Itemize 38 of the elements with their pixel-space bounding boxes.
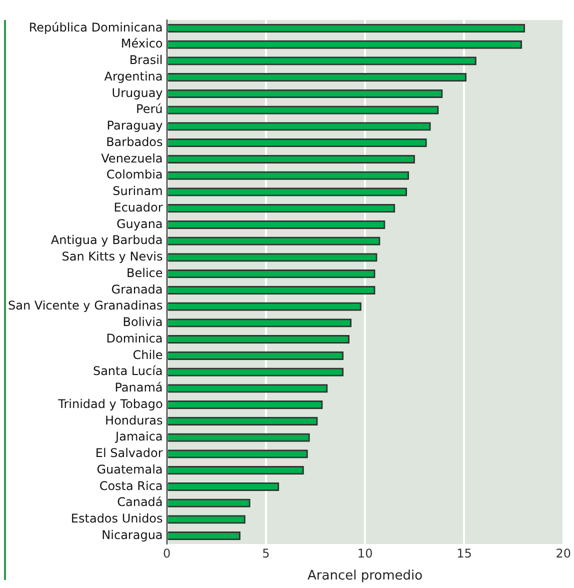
y-tick-label: Canadá bbox=[117, 495, 163, 510]
y-tick-label: Antigua y Barbuda bbox=[50, 233, 163, 248]
y-tick-label: San Kitts y Nevis bbox=[62, 250, 163, 264]
x-tick-label: 5 bbox=[262, 546, 270, 560]
y-tick-label: República Dominicana bbox=[28, 20, 163, 34]
y-tick-label: Nicaragua bbox=[102, 528, 163, 542]
y-tick-label: Panamá bbox=[114, 380, 163, 395]
y-tick-label: Granada bbox=[111, 282, 163, 296]
y-tick-label: Surinam bbox=[112, 184, 163, 198]
y-tick-label: El Salvador bbox=[95, 446, 163, 460]
y-tick-label: Colombia bbox=[106, 168, 163, 182]
y-tick-label: Costa Rica bbox=[99, 478, 163, 493]
y-tick-label: Bolivia bbox=[122, 315, 163, 330]
y-tick-label: Paraguay bbox=[106, 118, 163, 133]
y-tick-label: Santa Lucía bbox=[92, 364, 163, 378]
y-tick-label: Estados Unidos bbox=[70, 512, 163, 526]
x-tick-label: 20 bbox=[556, 546, 572, 560]
y-tick-label: Venezuela bbox=[101, 151, 163, 166]
y-tick-label: Trinidad y Tobago bbox=[57, 396, 163, 411]
y-tick-label: Barbados bbox=[106, 134, 163, 149]
x-tick-label: 15 bbox=[456, 546, 472, 560]
y-tick-label: Argentina bbox=[104, 69, 163, 84]
y-tick-label: Guyana bbox=[116, 216, 163, 231]
x-tick-label: 0 bbox=[162, 546, 171, 560]
y-tick-label: Chile bbox=[132, 348, 163, 362]
y-tick-label: Perú bbox=[136, 102, 163, 116]
y-tick-label: Dominica bbox=[106, 331, 163, 346]
y-tick-label: Uruguay bbox=[112, 86, 163, 100]
y-tick-label: Ecuador bbox=[114, 200, 163, 214]
y-tick-label: Honduras bbox=[105, 413, 163, 428]
y-tick-label: Belice bbox=[126, 266, 163, 280]
y-tick-label: Guatemala bbox=[96, 462, 163, 476]
x-axis-title: Arancel promedio bbox=[308, 568, 423, 584]
y-tick-label: México bbox=[120, 36, 163, 51]
y-tick-label: San Vicente y Granadinas bbox=[8, 298, 163, 313]
y-tick-label: Jamaica bbox=[114, 430, 163, 444]
y-tick-label: Brasil bbox=[129, 53, 163, 68]
x-tick-label: 10 bbox=[357, 546, 373, 560]
